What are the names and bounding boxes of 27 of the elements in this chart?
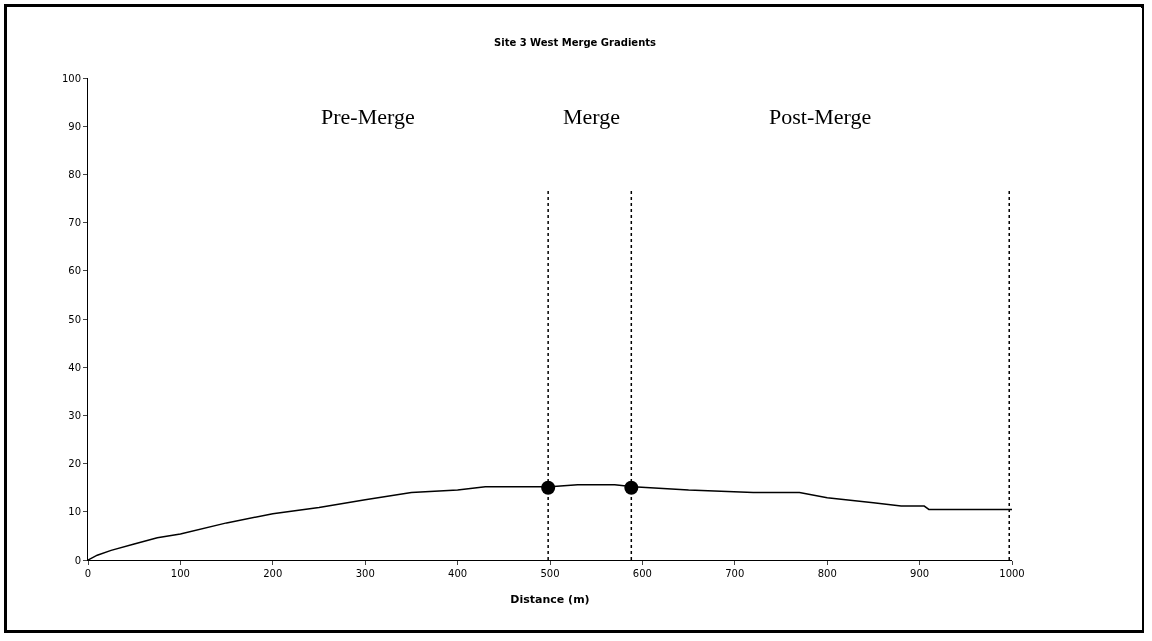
x-tick-label: 100 — [170, 568, 190, 579]
x-tick-label: 300 — [355, 568, 375, 579]
x-tick-label: 1000 — [999, 568, 1025, 579]
y-tick-label: 10 — [68, 506, 81, 518]
x-tick-label: 600 — [632, 568, 652, 579]
annotation: Post-Merge — [769, 104, 872, 129]
x-tick-label: 200 — [263, 568, 283, 579]
x-tick-label: 900 — [910, 568, 930, 579]
annotation: Merge — [563, 104, 621, 129]
y-tick-label: 90 — [68, 120, 81, 132]
chart-title: Site 3 West Merge Gradients — [494, 37, 657, 49]
y-tick-label: 80 — [68, 168, 81, 180]
x-tick-label: 700 — [725, 568, 745, 579]
y-tick-label: 100 — [61, 72, 81, 84]
y-tick-label: 40 — [68, 361, 81, 373]
annotation: Pre-Merge — [321, 104, 415, 129]
x-tick-label: 500 — [540, 568, 560, 579]
x-tick-label: 800 — [817, 568, 837, 579]
y-tick-label: 60 — [68, 265, 81, 277]
y-tick-label: 70 — [68, 217, 81, 229]
x-tick-label: 0 — [84, 568, 92, 579]
y-tick-label: 50 — [68, 313, 81, 325]
x-axis-title: Distance (m) — [510, 593, 590, 606]
x-tick-label: 400 — [448, 568, 468, 579]
y-tick-label: 20 — [68, 458, 81, 470]
y-tick-label: 30 — [68, 409, 81, 421]
y-tick-label: 0 — [74, 554, 81, 566]
